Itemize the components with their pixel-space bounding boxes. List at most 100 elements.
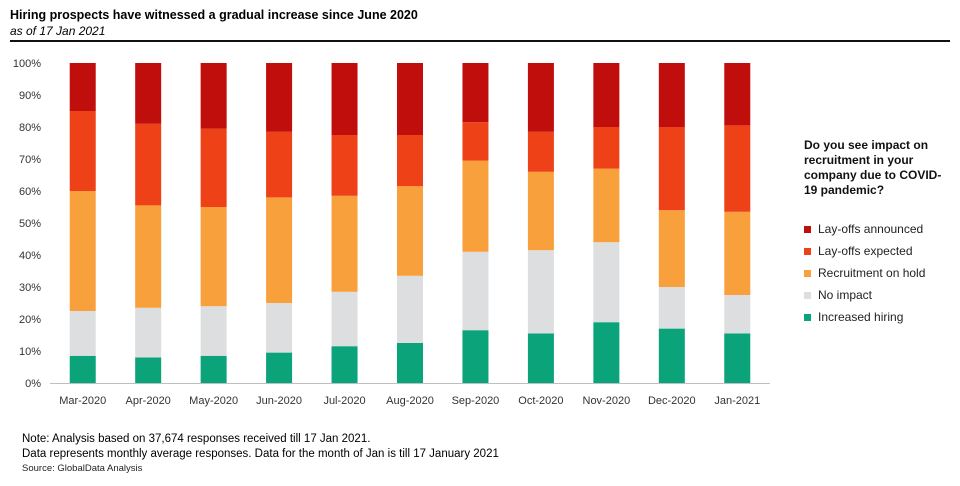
bar-segment-lay-offs-announced xyxy=(658,63,685,127)
bar-segment-recruitment-on-hold xyxy=(331,195,358,292)
bar-segment-no-impact xyxy=(462,251,489,331)
x-tick-label: Jul-2020 xyxy=(323,395,365,407)
bar-segment-no-impact xyxy=(397,275,423,343)
bar-segment-lay-offs-announced xyxy=(462,63,489,123)
y-tick-label: 70% xyxy=(19,154,41,166)
header-divider xyxy=(10,40,950,42)
bar-segment-lay-offs-expected xyxy=(462,122,489,161)
bar-segment-recruitment-on-hold xyxy=(69,191,96,311)
legend-swatch xyxy=(804,313,811,321)
bar-segment-lay-offs-announced xyxy=(397,63,423,135)
bar-segment-no-impact xyxy=(331,291,358,347)
bar-segment-increased-hiring xyxy=(200,355,227,383)
bar-segment-recruitment-on-hold xyxy=(135,205,162,308)
bar-segment-lay-offs-expected xyxy=(527,131,554,172)
bar-segment-increased-hiring xyxy=(266,352,293,383)
bar-segment-no-impact xyxy=(266,303,293,353)
bar-segment-no-impact xyxy=(724,295,751,334)
x-tick-label: Jun-2020 xyxy=(256,395,302,407)
bar-segment-increased-hiring xyxy=(527,333,554,383)
bar-segment-increased-hiring xyxy=(331,346,358,383)
bar-segment-recruitment-on-hold xyxy=(397,186,423,276)
bar-segment-recruitment-on-hold xyxy=(266,197,293,303)
bar-segment-lay-offs-expected xyxy=(658,127,685,211)
legend-item-no-impact: No impact xyxy=(804,284,925,306)
source-note: Source: GlobalData Analysis xyxy=(22,463,143,474)
bar-segment-lay-offs-announced xyxy=(331,63,358,135)
x-tick-label: Apr-2020 xyxy=(126,395,171,407)
x-tick-label: Dec-2020 xyxy=(648,395,696,407)
legend-item-lay-offs-announced: Lay-offs announced xyxy=(804,218,925,240)
bar-segment-lay-offs-expected xyxy=(69,111,96,191)
y-tick-label: 40% xyxy=(19,250,41,262)
bar-segment-lay-offs-announced xyxy=(200,63,227,129)
bar-segment-lay-offs-expected xyxy=(331,135,358,196)
x-tick-label: Jan-2021 xyxy=(714,395,760,407)
bar-segment-lay-offs-announced xyxy=(527,63,554,132)
legend-item-lay-offs-expected: Lay-offs expected xyxy=(804,240,925,262)
bar-segment-increased-hiring xyxy=(135,357,162,383)
bar-segment-no-impact xyxy=(200,306,227,356)
bar-segment-lay-offs-announced xyxy=(724,63,751,126)
bar-segment-no-impact xyxy=(69,311,96,356)
bar-segment-no-impact xyxy=(658,287,685,329)
legend-label: Recruitment on hold xyxy=(818,266,926,280)
bar-segment-recruitment-on-hold xyxy=(200,207,227,307)
bar-segment-increased-hiring xyxy=(462,330,489,383)
bar-segment-increased-hiring xyxy=(724,333,751,383)
legend-item-increased-hiring: Increased hiring xyxy=(804,306,925,328)
bar-segment-lay-offs-expected xyxy=(135,123,162,206)
bar-segment-lay-offs-expected xyxy=(724,125,751,212)
bar-segment-increased-hiring xyxy=(397,343,423,383)
y-tick-label: 90% xyxy=(19,90,41,102)
bar-segment-lay-offs-announced xyxy=(266,63,293,132)
bar-segment-recruitment-on-hold xyxy=(593,168,620,243)
bar-segment-lay-offs-expected xyxy=(397,135,423,187)
x-tick-label: May-2020 xyxy=(189,395,238,407)
x-tick-label: Aug-2020 xyxy=(386,395,434,407)
y-tick-label: 20% xyxy=(19,314,41,326)
x-tick-label: Sep-2020 xyxy=(452,395,500,407)
legend-swatch xyxy=(804,291,811,299)
footnote-line-1: Note: Analysis based on 37,674 responses… xyxy=(22,433,371,445)
chart-subtitle: as of 17 Jan 2021 xyxy=(10,24,106,38)
y-tick-label: 0% xyxy=(25,378,41,390)
chart-legend: Lay-offs announced Lay-offs expected Recru… xyxy=(804,218,925,328)
bar-segment-increased-hiring xyxy=(658,328,685,383)
bar-segment-no-impact xyxy=(593,242,620,323)
y-tick-label: 10% xyxy=(19,346,41,358)
legend-label: No impact xyxy=(818,288,873,302)
y-tick-label: 50% xyxy=(19,218,41,230)
legend-swatch xyxy=(804,225,811,233)
bar-segment-recruitment-on-hold xyxy=(527,171,554,251)
chart-title: Hiring prospects have witnessed a gradua… xyxy=(10,8,418,22)
bar-segment-lay-offs-expected xyxy=(266,131,293,198)
bar-segment-no-impact xyxy=(135,307,162,358)
x-tick-label: Mar-2020 xyxy=(59,395,106,407)
footnote: Note: Analysis based on 37,674 responses… xyxy=(22,432,499,462)
x-tick-label: Nov-2020 xyxy=(583,395,631,407)
legend-label: Lay-offs expected xyxy=(818,244,913,258)
bar-segment-recruitment-on-hold xyxy=(658,210,685,287)
bar-segment-increased-hiring xyxy=(69,355,96,383)
bar-segment-increased-hiring xyxy=(593,322,620,383)
bar-segment-lay-offs-expected xyxy=(200,128,227,207)
legend-item-recruitment-on-hold: Recruitment on hold xyxy=(804,262,925,284)
legend-label: Lay-offs announced xyxy=(818,222,924,236)
bar-segment-recruitment-on-hold xyxy=(724,211,751,295)
bar-segment-lay-offs-announced xyxy=(135,63,162,124)
legend-swatch xyxy=(804,247,811,255)
legend-swatch xyxy=(804,269,811,277)
x-tick-label: Oct-2020 xyxy=(518,395,563,407)
bar-segment-lay-offs-announced xyxy=(593,63,620,127)
y-tick-label: 30% xyxy=(19,282,41,294)
bar-segment-lay-offs-announced xyxy=(69,63,96,111)
bar-segment-recruitment-on-hold xyxy=(462,160,489,252)
bar-segment-no-impact xyxy=(527,250,554,334)
y-tick-label: 100% xyxy=(13,58,41,70)
bar-segment-lay-offs-expected xyxy=(593,127,620,169)
y-tick-label: 80% xyxy=(19,122,41,134)
footnote-line-2: Data represents monthly average response… xyxy=(22,448,499,460)
legend-title: Do you see impact on recruitment in your… xyxy=(804,138,942,197)
